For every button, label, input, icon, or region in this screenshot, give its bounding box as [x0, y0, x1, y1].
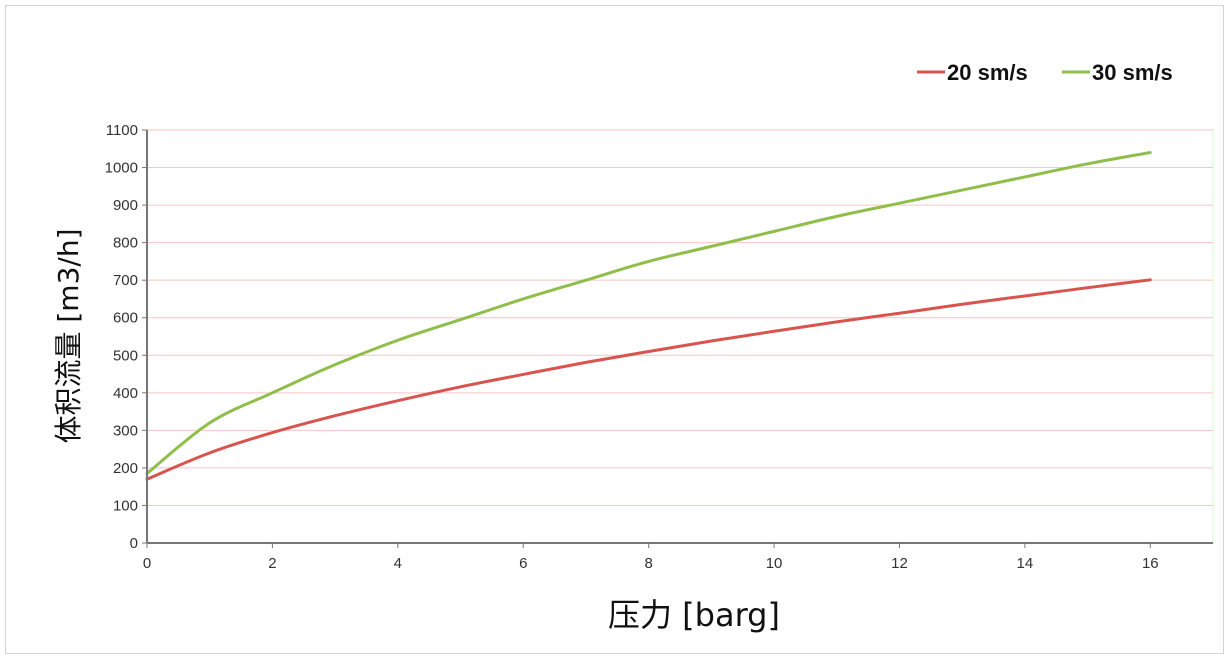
x-axis-label: 压力 [barg] [608, 596, 780, 634]
x-tick-label: 16 [1142, 555, 1159, 572]
legend: 20 sm/s 30 sm/s [917, 60, 1173, 85]
x-tick-label: 14 [1017, 555, 1034, 572]
y-axis-label: 体积流量 [m3/h] [52, 228, 85, 443]
x-tick-label: 4 [394, 555, 402, 572]
series-group [145, 151, 1152, 481]
y-tick-labels: 0 100 200 300 400 500 600 700 800 900 1000 1100 [105, 122, 138, 552]
y-tick-label: 600 [113, 310, 138, 327]
x-tick-label: 10 [766, 555, 783, 572]
x-tick-label: 12 [891, 555, 908, 572]
y-tick-label: 1100 [106, 122, 138, 139]
axes [142, 129, 1213, 548]
x-tick-label: 6 [519, 555, 527, 572]
y-tick-label: 100 [113, 497, 138, 514]
y-tick-label: 500 [113, 347, 138, 364]
series-line-1 [145, 278, 1152, 481]
x-tick-label: 2 [268, 555, 276, 572]
legend-label-2: 30 sm/s [1092, 60, 1173, 85]
y-tick-label: 300 [113, 422, 138, 439]
x-tick-label: 8 [644, 555, 652, 572]
plot-area [146, 129, 1214, 544]
series-line-2 [145, 151, 1152, 476]
y-tick-label: 1000 [105, 160, 138, 177]
y-tick-label: 700 [113, 272, 138, 289]
x-tick-label: 0 [143, 555, 151, 572]
y-tick-label: 400 [113, 385, 138, 402]
y-tick-label: 0 [130, 535, 138, 552]
y-tick-label: 800 [113, 235, 138, 252]
grid-lines [147, 129, 1213, 506]
x-tick-labels: 0 2 4 6 8 10 12 14 16 [143, 555, 1159, 572]
y-tick-label: 900 [113, 197, 138, 214]
chart-frame [5, 5, 1224, 654]
legend-label-1: 20 sm/s [947, 60, 1028, 85]
y-tick-label: 200 [113, 460, 138, 477]
